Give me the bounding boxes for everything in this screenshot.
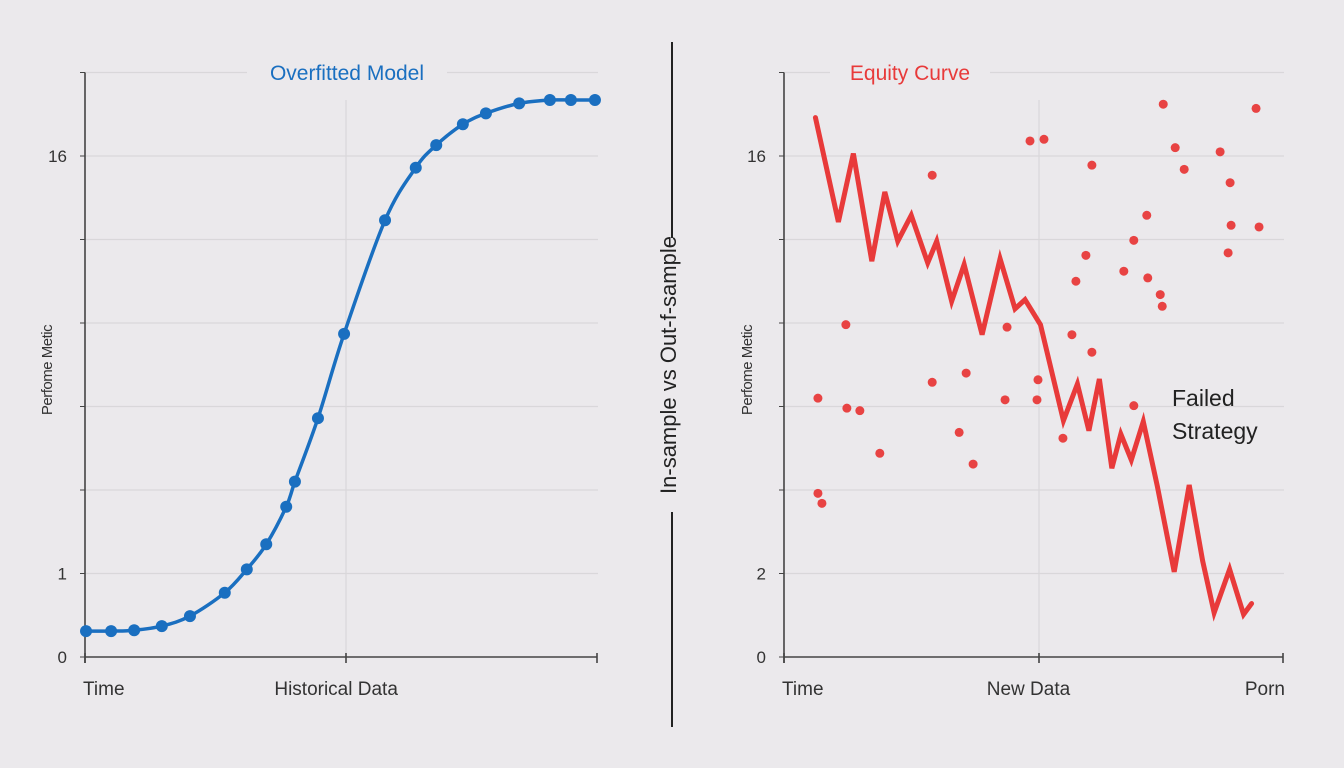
chart-title: Overfitted Model bbox=[270, 62, 424, 85]
equity-curve-chart: 0 2 16 Time New Data Porn Perfome Metic Equity … bbox=[739, 60, 1285, 700]
y-tick-label: 2 bbox=[757, 565, 766, 584]
scatter-point bbox=[1158, 99, 1168, 109]
data-point bbox=[288, 475, 301, 488]
scatter-point bbox=[1032, 395, 1042, 405]
scatter-point bbox=[1058, 433, 1068, 443]
data-point bbox=[543, 94, 556, 107]
data-point bbox=[479, 107, 492, 120]
data-point bbox=[430, 139, 443, 152]
y-tick-label: 0 bbox=[757, 648, 766, 667]
y-tick-label: 1 bbox=[58, 565, 67, 584]
scatter-point bbox=[1087, 160, 1097, 170]
data-point bbox=[379, 214, 392, 227]
scatter-point bbox=[1170, 143, 1180, 153]
scatter-point bbox=[875, 448, 885, 458]
x-tick-label: Time bbox=[782, 679, 824, 700]
y-tick-label: 0 bbox=[58, 648, 67, 667]
data-point bbox=[218, 586, 231, 599]
scatter-point bbox=[1251, 103, 1261, 113]
scatter-point bbox=[1039, 134, 1049, 144]
x-tick-label: New Data bbox=[987, 679, 1071, 700]
data-point bbox=[183, 610, 196, 623]
data-point bbox=[155, 620, 168, 633]
scatter-point bbox=[1129, 401, 1139, 411]
title-background bbox=[830, 60, 990, 86]
scatter-point bbox=[1087, 347, 1097, 357]
data-point bbox=[311, 412, 324, 425]
x-tick-label: Porn bbox=[1245, 679, 1285, 700]
annotation-line2: Strategy bbox=[1172, 418, 1258, 444]
chart-title: Equity Curve bbox=[850, 62, 970, 85]
data-point bbox=[588, 94, 601, 107]
scatter-point bbox=[961, 368, 971, 378]
data-point bbox=[260, 538, 273, 551]
scatter-point bbox=[954, 427, 964, 437]
scatter-point bbox=[841, 320, 851, 330]
scatter-point bbox=[813, 393, 823, 403]
divider-label: In-sample vs Out-f-sample bbox=[656, 236, 681, 494]
scatter-point bbox=[1033, 375, 1043, 385]
scatter-point bbox=[927, 377, 937, 387]
data-point bbox=[105, 625, 118, 638]
scatter-point bbox=[1129, 235, 1139, 245]
scatter-point bbox=[855, 406, 865, 416]
data-point bbox=[80, 625, 93, 638]
data-point bbox=[338, 327, 351, 340]
scatter-point bbox=[1000, 395, 1010, 405]
scatter-point bbox=[1225, 178, 1235, 188]
y-axis-label: Perfome Metic bbox=[739, 324, 756, 415]
scatter-point bbox=[927, 170, 937, 180]
overfitted-model-chart: 0 1 16 Time Historical Data Perfome Metic Over… bbox=[39, 60, 601, 700]
data-point bbox=[564, 94, 577, 107]
y-tick-label: 16 bbox=[747, 147, 766, 166]
scatter-point bbox=[1223, 248, 1233, 258]
title-background bbox=[247, 60, 447, 86]
center-divider: In-sample vs Out-f-sample bbox=[656, 42, 681, 727]
scatter-point bbox=[1155, 290, 1165, 300]
x-tick-label: Historical Data bbox=[274, 679, 398, 700]
scatter-point bbox=[1002, 322, 1012, 332]
data-point bbox=[456, 118, 469, 131]
scatter-point bbox=[1254, 222, 1264, 232]
data-point bbox=[128, 624, 141, 637]
scatter-point bbox=[813, 488, 823, 498]
scatter-point bbox=[1067, 330, 1077, 340]
data-point bbox=[280, 500, 293, 513]
scatter-point bbox=[1081, 250, 1091, 260]
scatter-point bbox=[1071, 276, 1081, 286]
x-tick-label: Time bbox=[83, 679, 125, 700]
series-line bbox=[84, 98, 597, 633]
scatter-point bbox=[1179, 164, 1189, 174]
scatter-point bbox=[1142, 210, 1152, 220]
data-point bbox=[240, 563, 253, 576]
scatter-point bbox=[1215, 147, 1225, 157]
scatter-point bbox=[1025, 136, 1035, 146]
y-axis-label: Perfome Metic bbox=[39, 324, 56, 415]
scatter-point bbox=[1119, 266, 1129, 276]
series-line bbox=[812, 115, 1255, 622]
scatter-point bbox=[1226, 220, 1236, 230]
y-tick-label: 16 bbox=[48, 147, 67, 166]
data-point bbox=[513, 97, 526, 110]
scatter-point bbox=[1143, 273, 1153, 283]
scatter-point bbox=[842, 403, 852, 413]
annotation-line1: Failed bbox=[1172, 385, 1235, 411]
data-point bbox=[409, 161, 422, 174]
scatter-point bbox=[968, 459, 978, 469]
scatter-point bbox=[817, 498, 827, 508]
scatter-point bbox=[1157, 301, 1167, 311]
